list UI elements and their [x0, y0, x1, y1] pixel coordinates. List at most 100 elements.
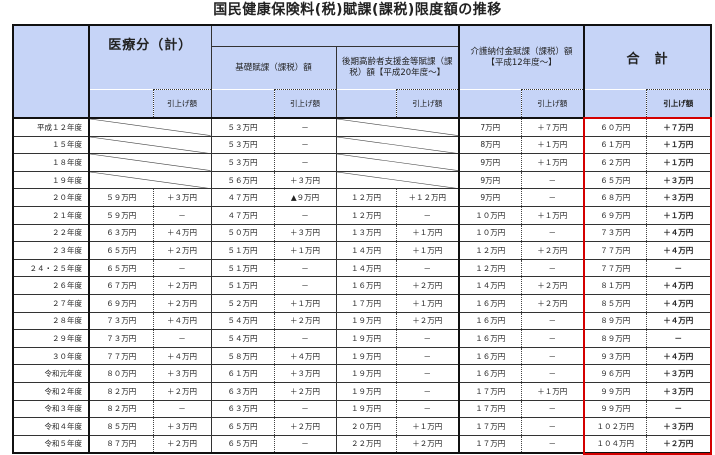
diagonal-line [90, 154, 211, 171]
total-amount-subheader [583, 89, 647, 119]
total-increase-cell: ＋３万円 [645, 364, 712, 383]
elderly-not-applicable-cell [335, 116, 460, 137]
elderly-increase-cell: － [395, 205, 460, 225]
medical-not-applicable-cell [87, 170, 212, 190]
basic-amount-cell: ５１万円 [210, 276, 275, 295]
basic-amount-cell: ５１万円 [210, 241, 275, 260]
elderly-increase-cell: － [395, 399, 460, 419]
year-cell: 令和２年度 [12, 381, 90, 401]
total-increase-cell: － [645, 329, 712, 348]
care-increase-cell: ＋２万円 [520, 241, 585, 260]
basic-increase-cell: － [273, 205, 337, 225]
total-amount-cell: ６１万円 [583, 135, 647, 155]
basic-increase-cell: － [273, 434, 337, 454]
elderly-not-applicable-cell [335, 135, 460, 155]
elderly-amount-cell: １３万円 [335, 223, 397, 243]
medical-amount-cell: ７３万円 [88, 329, 153, 348]
table-row: ２９年度 ７３万円－ ５４万円－ １９万円－ １６万円－ ８９万円－ [12, 329, 712, 348]
basic-increase-cell: － [273, 153, 337, 172]
elderly-amount-cell: １９万円 [335, 381, 397, 401]
total-increase-cell: ＋４万円 [645, 293, 712, 313]
medical-increase-cell: ＋３万円 [152, 364, 212, 383]
care-amount-cell: １７万円 [458, 381, 522, 401]
basic-amount-cell: ５３万円 [210, 116, 275, 137]
elderly-not-applicable-cell [335, 170, 460, 190]
total-amount-cell: ６８万円 [583, 188, 647, 207]
table-row: 令和５年度 ８７万円 ＋２万円 ６５万円－ ２２万円 ＋２万円 １７万円－ １０４万円 ＋２万円 [12, 434, 712, 454]
total-amount-cell: １０４万円 [583, 434, 647, 454]
care-amount-cell: １２万円 [458, 258, 522, 278]
medical-amount-cell: ８５万円 [88, 417, 153, 436]
diagonal-line [337, 119, 459, 136]
year-cell: １９年度 [12, 170, 90, 190]
medical-increase-cell: ＋２万円 [152, 293, 212, 313]
elderly-increase-cell: － [395, 346, 460, 366]
basic-increase-subheader: 引上げ額 [273, 89, 337, 119]
year-cell: ２８年度 [12, 311, 90, 331]
basic-amount-subheader [210, 89, 275, 119]
basic-amount-cell: ５４万円 [210, 329, 275, 348]
elderly-not-applicable-cell [335, 153, 460, 172]
table-row: ２０年度 ５９万円 ＋３万円 ４７万円 ▲９万円 １２万円 ＋１２万円 9万円－ ６８万円 ＋３万… [12, 188, 712, 207]
medical-increase-cell: ＋３万円 [152, 188, 212, 207]
total-amount-cell: ９９万円 [583, 399, 647, 419]
table-row: ２３年度 ６５万円 ＋２万円 ５１万円 ＋１万円 １４万円 ＋１万円 １２万円 ＋２万円 ７７万円… [12, 241, 712, 260]
total-amount-cell: ９６万円 [583, 364, 647, 383]
care-increase-cell: ＋７万円 [520, 116, 585, 137]
basic-increase-cell: － [273, 276, 337, 295]
elderly-increase-cell: － [395, 329, 460, 348]
care-amount-cell: １０万円 [458, 205, 522, 225]
total-amount-cell: ８５万円 [583, 293, 647, 313]
total-increase-cell: ＋３万円 [645, 381, 712, 401]
year-cell: １８年度 [12, 153, 90, 172]
elderly-increase-cell: ＋１万円 [395, 293, 460, 313]
total-increase-cell: ＋４万円 [645, 276, 712, 295]
medical-increase-cell: ＋４万円 [152, 311, 212, 331]
medical-increase-cell: ＋２万円 [152, 276, 212, 295]
table-row: ２２年度 ６３万円 ＋４万円 ５０万円 ＋３万円 １３万円 ＋１万円 １０万円－ ７３万円 ＋４万… [12, 223, 712, 243]
basic-amount-cell: ５６万円 [210, 170, 275, 190]
total-increase-cell: ＋４万円 [645, 241, 712, 260]
total-increase-cell: ＋４万円 [645, 223, 712, 243]
basic-amount-cell: ６３万円 [210, 381, 275, 401]
elderly-amount-cell: １９万円 [335, 311, 397, 331]
care-increase-cell: ＋１万円 [520, 381, 585, 401]
total-amount-cell: ７７万円 [583, 241, 647, 260]
elderly-increase-cell: ＋２万円 [395, 311, 460, 331]
medical-amount-cell: ８２万円 [88, 381, 153, 401]
total-amount-cell: ６２万円 [583, 153, 647, 172]
care-header: 介護納付金賦課（課税）額【平成12年度～】 [458, 24, 585, 90]
total-increase-cell: － [645, 399, 712, 419]
year-cell: ２１年度 [12, 205, 90, 225]
page-title: 国民健康保険料(税)賦課(課税)限度額の推移 [213, 2, 502, 18]
care-amount-cell: １４万円 [458, 276, 522, 295]
total-amount-cell: １０２万円 [583, 417, 647, 436]
year-cell: ２６年度 [12, 276, 90, 295]
basic-increase-cell: ＋３万円 [273, 364, 337, 383]
care-increase-cell: ＋１万円 [520, 153, 585, 172]
care-increase-cell: ＋１万円 [520, 205, 585, 225]
care-increase-cell: － [520, 346, 585, 366]
elderly-amount-cell: ２２万円 [335, 434, 397, 454]
medical-amount-cell: ６７万円 [88, 276, 153, 295]
care-amount-cell: １６万円 [458, 311, 522, 331]
basic-amount-cell: ５２万円 [210, 293, 275, 313]
total-header: 合 計 [583, 24, 712, 90]
basic-amount-cell: ６５万円 [210, 417, 275, 436]
elderly-support-header: 後期高齢者支援金等賦課（課税）額【平成20年度～】 [335, 46, 460, 90]
elderly-amount-cell: １４万円 [335, 258, 397, 278]
basic-increase-cell: － [273, 399, 337, 419]
medical-increase-cell: ＋４万円 [152, 223, 212, 243]
care-amount-cell: １７万円 [458, 417, 522, 436]
total-increase-cell: ＋１万円 [645, 153, 712, 172]
elderly-increase-cell: － [395, 258, 460, 278]
care-increase-cell: － [520, 170, 585, 190]
care-increase-cell: － [520, 417, 585, 436]
medical-breakdown-header-spacer [211, 24, 460, 47]
care-increase-cell: － [520, 364, 585, 383]
basic-increase-cell: ＋３万円 [273, 170, 337, 190]
total-amount-cell: ８９万円 [583, 311, 647, 331]
medical-total-header: 医療分（計） [87, 24, 212, 90]
care-increase-cell: ＋２万円 [520, 276, 585, 295]
year-cell: ２０年度 [12, 188, 90, 207]
